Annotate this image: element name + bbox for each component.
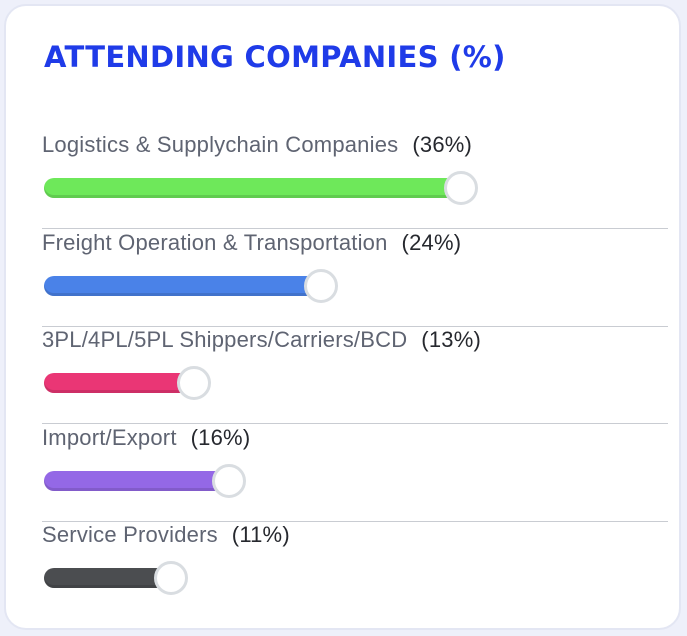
bar-item: Service Providers (11%) — [42, 522, 668, 619]
bar-label: Freight Operation & Transportation (24%) — [42, 230, 461, 256]
category-label: 3PL/4PL/5PL Shippers/Carriers/BCD — [42, 327, 408, 352]
percentage-label: (24%) — [401, 229, 462, 255]
category-label: Freight Operation & Transportation — [42, 229, 388, 255]
bar-track — [44, 366, 630, 400]
bar-track — [44, 171, 630, 205]
bar — [44, 275, 323, 296]
bar-handle — [176, 366, 211, 400]
percentage-label: (16%) — [190, 424, 251, 450]
bar — [44, 178, 462, 198]
bar-track — [44, 268, 630, 303]
divider — [42, 423, 668, 424]
bar-item: Import/Export (16%) — [42, 425, 668, 522]
bar — [44, 568, 172, 588]
divider — [42, 325, 668, 327]
bar-label: Import/Export (16%) — [42, 425, 250, 451]
attending-companies-card: ATTENDING COMPANIES (%) Logistics & Supp… — [4, 4, 681, 630]
bar-track — [44, 561, 630, 595]
percentage-label: (11%) — [231, 522, 290, 547]
category-label: Service Providers — [42, 522, 218, 547]
category-label: Logistics & Supplychain Companies — [42, 132, 399, 157]
bar-handle — [304, 268, 339, 303]
bar-handle — [153, 561, 188, 595]
card-title: ATTENDING COMPANIES (%) — [44, 40, 506, 74]
bar-label: 3PL/4PL/5PL Shippers/Carriers/BCD (13%) — [42, 327, 481, 353]
bar-handle — [443, 171, 478, 205]
bar-track — [44, 463, 630, 498]
category-label: Import/Export — [42, 424, 177, 450]
divider — [42, 228, 668, 229]
bar-item: Logistics & Supplychain Companies (36%) — [42, 132, 668, 229]
bar-handle — [211, 463, 246, 498]
bar-item: Freight Operation & Transportation (24%) — [42, 230, 668, 327]
percentage-label: (36%) — [412, 132, 473, 157]
bar — [44, 470, 230, 491]
bar-label: Service Providers (11%) — [42, 522, 290, 548]
bar — [44, 373, 195, 393]
divider — [42, 520, 668, 522]
bar-item: 3PL/4PL/5PL Shippers/Carriers/BCD (13%) — [42, 327, 668, 424]
percentage-label: (13%) — [421, 327, 481, 352]
bar-label: Logistics & Supplychain Companies (36%) — [42, 132, 472, 158]
